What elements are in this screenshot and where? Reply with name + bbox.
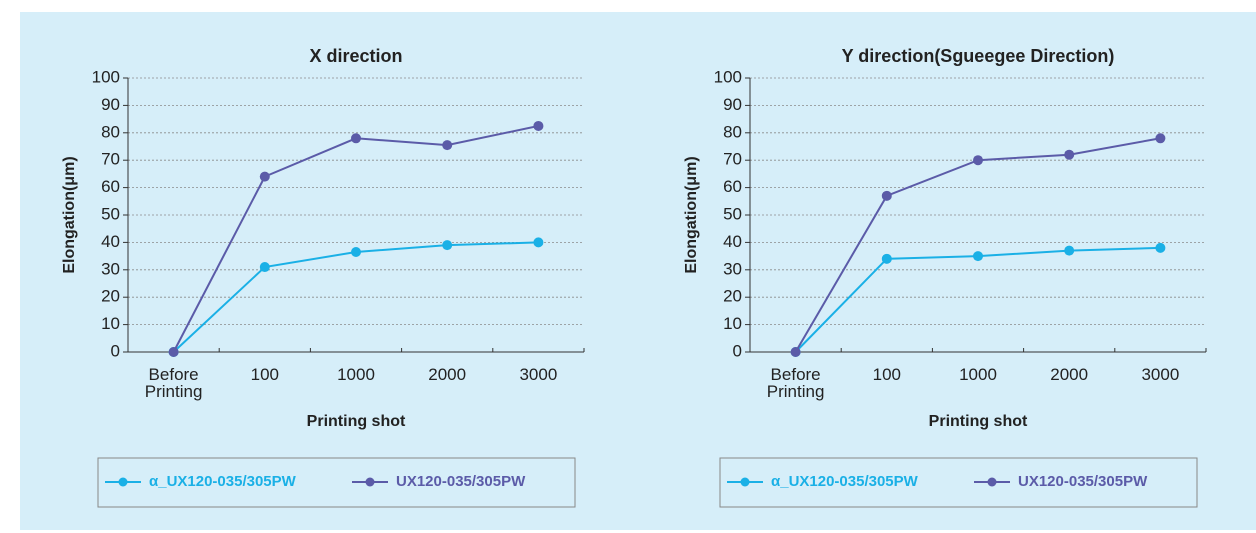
legend-label: α_UX120-035/305PW: [149, 473, 297, 490]
point: [351, 246, 361, 257]
y-tick-label: 80: [723, 122, 742, 141]
x-tick-label: 100: [872, 365, 901, 384]
point: [442, 140, 453, 151]
y-tick-label: 90: [101, 95, 120, 114]
x-tick-label: Before Printing: [766, 365, 825, 401]
y-tick-label: 20: [101, 287, 120, 306]
x-tick-label: 1000: [337, 365, 375, 384]
legend-label: α_UX120-035/305PW: [771, 473, 919, 490]
y-tick-label: 50: [101, 204, 120, 223]
y-axis-label: Elongation(μm): [61, 156, 78, 273]
point: [259, 262, 270, 273]
x-tick-label: 3000: [1141, 365, 1180, 384]
point: [533, 120, 544, 131]
legend-box: [719, 457, 1198, 508]
y-tick-label: 40: [101, 232, 120, 251]
legend-label: UX120-035/305PW: [396, 473, 526, 490]
x-tick-label: 3000: [519, 365, 558, 384]
y-tick-label: 70: [723, 150, 742, 169]
chart-title: X direction: [309, 46, 402, 66]
legend-box: [97, 457, 576, 508]
y-tick-label: 60: [723, 177, 742, 196]
y-tick-label: 0: [111, 341, 120, 360]
point: [351, 133, 361, 144]
y-tick-label: 20: [723, 287, 742, 306]
point: [881, 190, 892, 201]
chart-title: Y direction(Sgueegee Direction): [842, 46, 1115, 66]
legend-marker: [740, 477, 750, 487]
y-tick-label: 10: [723, 314, 742, 333]
x-axis-label: Printing shot: [307, 413, 406, 430]
y-tick-label: 40: [723, 232, 742, 251]
point: [259, 171, 270, 182]
legend-marker: [118, 477, 128, 487]
y-axis-label: Elongation(μm): [683, 156, 700, 273]
point: [1064, 245, 1075, 256]
x-tick-label: Before Printing: [144, 365, 203, 401]
point: [790, 347, 801, 357]
legend-marker: [365, 477, 375, 487]
y-tick-label: 70: [101, 150, 120, 169]
point: [881, 253, 892, 264]
point: [1155, 133, 1166, 144]
point: [442, 240, 453, 251]
y-tick-label: 30: [723, 259, 742, 278]
y-tick-label: 10: [101, 314, 120, 333]
point: [973, 251, 983, 262]
y-tick-label: 50: [723, 204, 742, 223]
panel: [20, 12, 1256, 530]
y-tick-label: 30: [101, 259, 120, 278]
x-tick-label: 2000: [428, 365, 467, 384]
legend-label: UX120-035/305PW: [1018, 473, 1148, 490]
x-tick-label: 100: [250, 365, 279, 384]
point: [973, 155, 983, 166]
y-tick-label: 0: [733, 341, 742, 360]
legend-marker: [987, 477, 997, 487]
x-tick-label: 2000: [1050, 365, 1089, 384]
point: [533, 237, 544, 248]
y-tick-label: 90: [723, 95, 742, 114]
x-tick-label: 1000: [959, 365, 997, 384]
y-tick-label: 100: [714, 67, 742, 86]
point: [1064, 149, 1075, 160]
y-tick-label: 80: [101, 122, 120, 141]
y-tick-label: 60: [101, 177, 120, 196]
point: [1155, 242, 1166, 253]
x-axis-label: Printing shot: [929, 413, 1028, 430]
y-tick-label: 100: [92, 67, 120, 86]
point: [168, 347, 179, 357]
